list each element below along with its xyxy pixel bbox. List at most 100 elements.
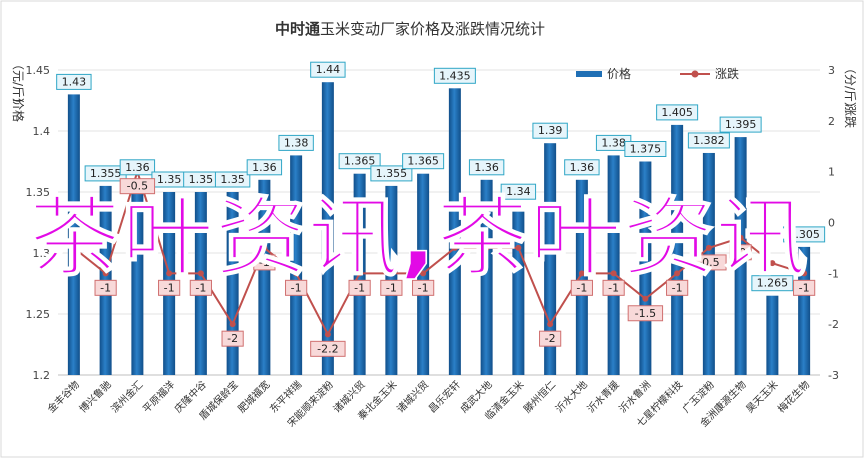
y-tick-right: 1 bbox=[828, 166, 835, 179]
legend-bar-label: 价格 bbox=[607, 66, 631, 81]
bar-data-label-text: 1.39 bbox=[538, 124, 563, 137]
y-axis-right-title-unit: （分/斤） bbox=[843, 62, 857, 114]
line-data-label-text: -1 bbox=[386, 281, 397, 294]
bar-data-label: 1.365 bbox=[338, 153, 381, 170]
line-point bbox=[769, 260, 776, 267]
line-data-label: -1 bbox=[602, 279, 625, 296]
bar-data-label: 1.36 bbox=[119, 159, 156, 176]
bar-data-label-text: 1.265 bbox=[757, 277, 789, 290]
bar bbox=[512, 204, 525, 375]
line-series bbox=[70, 168, 808, 338]
y-tick-right: -1 bbox=[828, 267, 839, 280]
line-data-label: -2.2 bbox=[310, 340, 346, 357]
line-data-label: -0.5 bbox=[691, 254, 727, 271]
line-data-label-text: -1 bbox=[576, 281, 587, 294]
line-data-label-text: -1 bbox=[418, 281, 429, 294]
line-data-label: -1 bbox=[793, 279, 816, 296]
bar bbox=[766, 295, 779, 375]
line-point bbox=[578, 270, 585, 277]
line-data-label-text: -1 bbox=[259, 256, 270, 269]
y-tick-right: 2 bbox=[828, 115, 835, 128]
line-data-label-box bbox=[729, 244, 752, 261]
line-data-label-box bbox=[380, 279, 403, 296]
line-point bbox=[515, 244, 522, 251]
line-data-label: -1 bbox=[412, 279, 435, 296]
line-data-label-box bbox=[666, 279, 689, 296]
line-labels: -1 -0.5 -1 -1 -2 -1 -1 -2.2 -1 -1 -1 -2 -1 -1 -1.5 -1 -0… bbox=[94, 178, 816, 357]
bar-data-label-text: 1.43 bbox=[62, 75, 87, 88]
bar-data-label-box bbox=[783, 226, 826, 243]
bar-data-label-text: 1.365 bbox=[407, 155, 439, 168]
bar-data-label-box bbox=[246, 159, 283, 176]
line-data-label-box bbox=[285, 279, 308, 296]
bar-data-label: 1.43 bbox=[56, 73, 92, 90]
bar-data-label-box bbox=[278, 134, 314, 151]
line-data-label-box bbox=[94, 279, 117, 296]
line-point bbox=[166, 270, 173, 277]
line-data-label: -2 bbox=[539, 330, 562, 347]
line-point bbox=[324, 331, 331, 338]
line-data-label: -1 bbox=[285, 279, 308, 296]
bar-data-label-text: 1.34 bbox=[506, 185, 531, 198]
line-data-label-box bbox=[310, 340, 346, 357]
line-data-label-text: -1 bbox=[164, 281, 175, 294]
bar-data-label: 1.395 bbox=[719, 116, 762, 133]
y-tick-left: 1.4 bbox=[33, 125, 51, 138]
bar-data-label: 1.44 bbox=[310, 61, 346, 78]
line-point bbox=[102, 270, 109, 277]
line-data-label: -1 bbox=[570, 279, 593, 296]
bar-data-label-text: 1.36 bbox=[474, 161, 499, 174]
bar-data-label-text: 1.435 bbox=[439, 69, 471, 82]
line-point bbox=[547, 321, 554, 328]
bar bbox=[671, 124, 684, 376]
bar-data-label-box bbox=[310, 61, 346, 78]
bar-data-label-box bbox=[468, 159, 505, 176]
legend-line-label: 涨跌 bbox=[715, 66, 739, 81]
line-point bbox=[197, 270, 204, 277]
bar bbox=[131, 179, 144, 375]
y-tick-right: 0 bbox=[828, 217, 835, 230]
y-tick-left: 1.45 bbox=[26, 64, 51, 77]
bar-data-label-text: 1.38 bbox=[601, 136, 626, 149]
bar-data-label: 1.305 bbox=[783, 226, 826, 243]
bar-data-label: 1.355 bbox=[370, 165, 413, 182]
line-point bbox=[451, 244, 458, 251]
bar-data-label-box bbox=[656, 104, 699, 121]
bar-data-label-text: 1.35 bbox=[189, 173, 214, 186]
bar-data-label-box bbox=[433, 67, 476, 84]
bar bbox=[639, 161, 652, 375]
bar bbox=[480, 179, 493, 375]
line-data-label-box bbox=[793, 279, 816, 296]
line-data-label-box bbox=[189, 279, 212, 296]
line-data-label-box bbox=[253, 254, 276, 271]
line-data-label-text: -1.5 bbox=[635, 307, 656, 320]
line-data-label-text: -0.5 bbox=[127, 180, 148, 193]
y-tick-right: -2 bbox=[828, 318, 839, 331]
watermark-text: 茶叶资讯,茶叶资讯 bbox=[28, 188, 808, 288]
bar bbox=[607, 155, 620, 375]
line-data-label: -1 bbox=[158, 279, 181, 296]
bar bbox=[575, 179, 588, 375]
bar-data-label: 1.35 bbox=[183, 171, 219, 188]
change-line bbox=[73, 168, 805, 337]
bar-data-label: 1.365 bbox=[402, 153, 445, 170]
y-tick-left: 1.25 bbox=[26, 308, 51, 321]
line-data-label: -1.5 bbox=[627, 305, 664, 322]
chart-title: 中时通玉米变动厂家价格及涨跌情况统计 bbox=[275, 20, 545, 38]
bar bbox=[290, 155, 303, 375]
bar-data-label-box bbox=[119, 159, 156, 176]
line-data-label: -0 bbox=[729, 244, 752, 261]
y-tick-right: -3 bbox=[828, 369, 839, 382]
legend-bar-swatch bbox=[576, 71, 602, 77]
line-data-label: -1 bbox=[253, 254, 276, 271]
line-data-label: -0.5 bbox=[119, 178, 156, 195]
line-data-label: -1 bbox=[380, 279, 403, 296]
bar bbox=[448, 88, 461, 376]
bar-data-label-box bbox=[500, 183, 537, 200]
line-point bbox=[388, 270, 395, 277]
line-point bbox=[642, 295, 649, 302]
bar-data-label-text: 1.355 bbox=[90, 167, 122, 180]
line-point bbox=[483, 244, 490, 251]
line-data-label-text: -1 bbox=[291, 281, 302, 294]
